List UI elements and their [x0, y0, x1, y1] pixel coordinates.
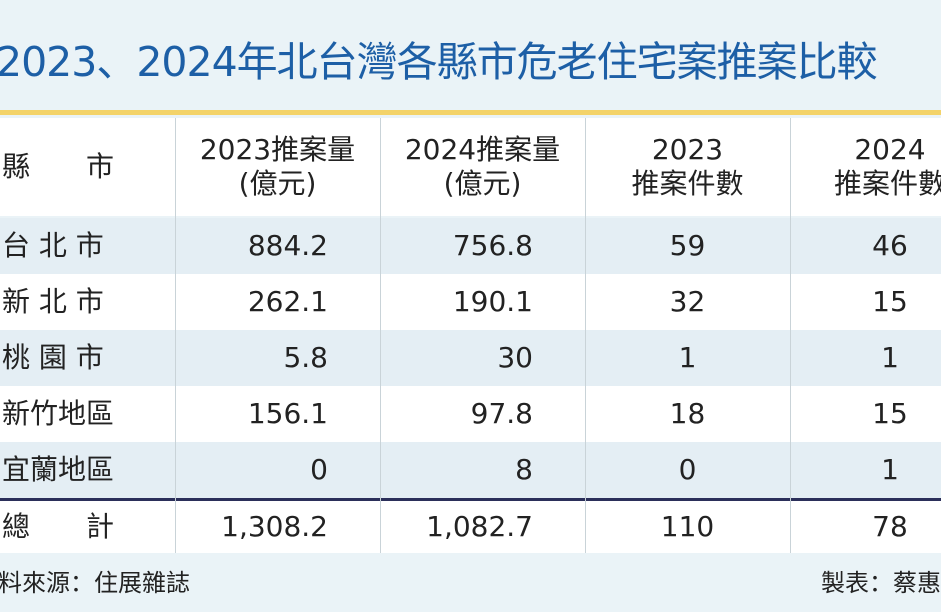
cell: 30: [497, 341, 533, 374]
cell: 0: [678, 453, 697, 486]
cell: 262.1: [247, 285, 328, 318]
cell: 1: [881, 341, 899, 374]
total-cell: 1,082.7: [426, 510, 533, 543]
header-cell: 縣 市: [0, 118, 175, 216]
cell: 32: [669, 285, 706, 318]
row-band: [0, 218, 941, 274]
cell: 97.8: [470, 397, 533, 430]
title-rule: [0, 110, 941, 115]
header-cell: 2023推案量 (億元): [175, 118, 380, 216]
cell: 15: [872, 397, 908, 430]
cell: 新 北 市: [2, 285, 104, 318]
cell: 新竹地區: [2, 397, 115, 430]
cell: 18: [669, 397, 706, 430]
row-band: [0, 330, 941, 386]
total-cell: 78: [872, 510, 908, 543]
total-cell: 110: [660, 510, 715, 543]
column-rule: [175, 118, 176, 553]
row-band: [0, 386, 941, 442]
header-text: 推案件數: [833, 167, 941, 200]
row-band: [0, 274, 941, 330]
header-text: 推案件數: [631, 167, 744, 200]
total-rule: [0, 498, 941, 501]
row-band: [0, 442, 941, 498]
cell: 46: [872, 229, 908, 262]
cell: 5.8: [283, 341, 328, 374]
cell: 756.8: [452, 229, 533, 262]
row-band: [0, 501, 941, 553]
header-text: 2024: [854, 133, 926, 166]
cell: 156.1: [247, 397, 328, 430]
cell: 59: [669, 229, 706, 262]
header-band: [0, 118, 941, 216]
header-text: 2024推案量: [404, 133, 561, 166]
cell: 190.1: [452, 285, 533, 318]
title: 2023、2024年北台灣各縣市危老住宅案推案比較: [0, 38, 878, 86]
credit: 製表：蔡惠: [821, 569, 941, 597]
total-cell: 1,308.2: [221, 510, 328, 543]
header-cell: 2023 推案件數: [585, 118, 790, 216]
cell: 桃 園 市: [2, 341, 104, 374]
cell: 1: [881, 453, 899, 486]
cell: 884.2: [247, 229, 328, 262]
column-rule: [380, 118, 381, 553]
cell: 台 北 市: [2, 229, 104, 262]
cell: 15: [872, 285, 908, 318]
column-rule: [585, 118, 586, 553]
header-cell: 2024 推案件數: [790, 118, 941, 216]
total-cell: 總 計: [2, 510, 115, 543]
cell: 8: [515, 453, 533, 486]
source: 料來源：住展雜誌: [0, 569, 190, 597]
header-cell: 2024推案量 (億元): [380, 118, 585, 216]
column-rule: [790, 118, 791, 553]
cell: 1: [678, 341, 697, 374]
header-text: 縣 市: [2, 150, 115, 183]
header-text: (億元): [443, 167, 522, 200]
cell: 宜蘭地區: [2, 453, 115, 486]
cell: 0: [310, 453, 328, 486]
header-text: (億元): [238, 167, 317, 200]
header-text: 2023推案量: [199, 133, 356, 166]
header-text: 2023: [651, 133, 724, 166]
